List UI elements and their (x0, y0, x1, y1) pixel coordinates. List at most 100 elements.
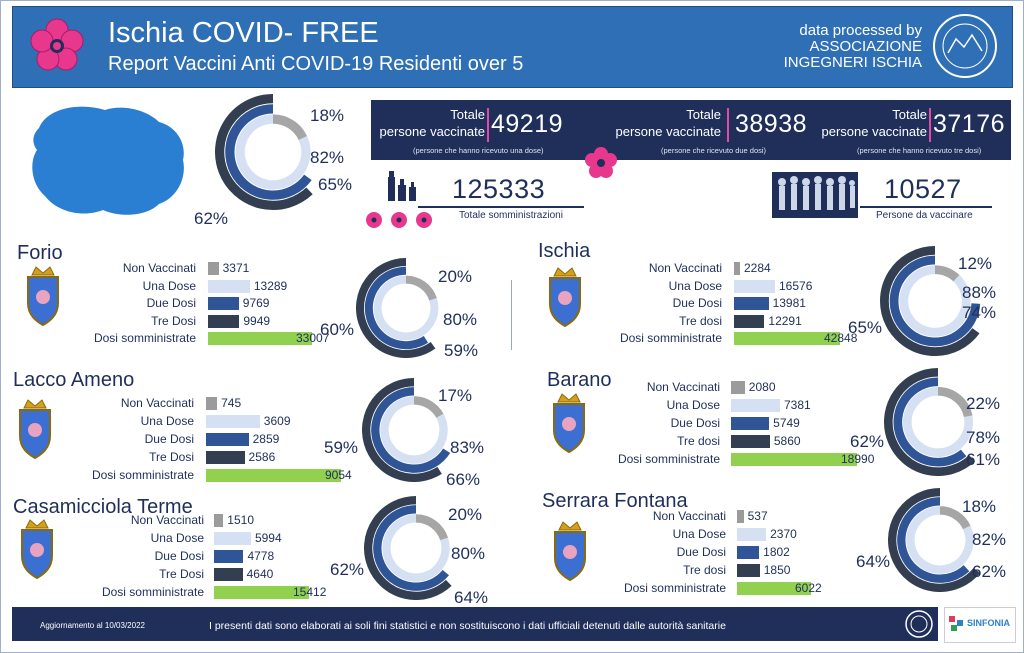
ring-not-vaccinated-arc (413, 396, 444, 419)
row-label-dosi: Dosi somministrate (91, 468, 194, 482)
row-label-tre: Tre Dosi (149, 450, 194, 464)
bar-una (206, 415, 260, 428)
coat-of-arms-icon (27, 266, 59, 327)
header-banner: Ischia COVID- FREE Report Vaccini Anti C… (12, 6, 1013, 88)
coat-of-arms-icon (21, 519, 53, 580)
sinfonia-logo: SINFONIA (944, 607, 1016, 643)
ring-three-arc (364, 496, 452, 600)
ring-pct-label: 12% (958, 254, 993, 273)
row-label-una: Una Dose (672, 527, 726, 541)
ring-pct-label: 80% (443, 310, 478, 329)
total-label-line2: persone vaccinate (615, 124, 721, 139)
ring-not-vaccinated-arc (937, 387, 973, 418)
bar-dosi (208, 332, 312, 345)
ring-three-arc (888, 488, 981, 592)
ring-pct-label: 80% (451, 544, 486, 563)
ring-three-arc (356, 258, 436, 358)
bar-non (214, 514, 224, 527)
bar-due (208, 297, 239, 310)
row-label-dosi: Dosi somministrate (623, 581, 726, 595)
bar-value-non: 3371 (222, 261, 250, 275)
ring-one-arc (903, 387, 973, 457)
row-label-una: Una Dose (150, 531, 204, 545)
bar-non (206, 397, 218, 410)
vaccine-vials-icon (388, 171, 416, 201)
row-label-tre: Tre dosi (677, 434, 720, 448)
ring-pct-label: 18% (962, 497, 997, 516)
ring-not-vaccinated-arc (415, 514, 449, 541)
bar-value-due: 13981 (772, 296, 806, 310)
island-pct-three: 62% (194, 209, 229, 228)
coverage-rings-barano (884, 368, 975, 476)
totals-panel: Totale persone vaccinate 49219 (persone c… (371, 100, 1011, 160)
row-label-non: Non Vaccinati (646, 380, 720, 394)
bar-tre (731, 435, 770, 448)
underline (860, 206, 992, 208)
row-label-due: Due Dosi (670, 416, 720, 430)
update-date: Aggiornamento al 10/03/2022 (40, 621, 145, 630)
bar-tre (214, 568, 243, 581)
total-label-line2: persone vaccinate (821, 124, 927, 139)
total-three-doses-label: Totale persone vaccinate (817, 106, 927, 140)
bar-una (731, 399, 780, 412)
bar-non (734, 262, 740, 275)
bar-value-tre: 12291 (768, 313, 802, 328)
bar-value-due: 1802 (763, 545, 790, 559)
coverage-rings-forio (356, 258, 439, 358)
ring-pct-label: 17% (438, 386, 473, 405)
bar-due (206, 433, 249, 446)
bar-value-non: 745 (221, 396, 242, 410)
underline (418, 206, 584, 208)
ring-two-arc (225, 104, 312, 200)
coat-of-arms-icon (19, 399, 51, 460)
row-label-non: Non Vaccinati (120, 396, 194, 410)
bar-value-dosi: 42848 (824, 331, 858, 345)
disclaimer-text: I presenti dati sono elaborati ai soli f… (209, 620, 726, 632)
bar-una (734, 279, 775, 293)
ring-pct-label: 60% (320, 320, 355, 339)
total-administrations-label: Totale somministrazioni (459, 210, 563, 221)
row-label-due: Due Dosi (144, 432, 194, 446)
total-label-line1: Totale (892, 107, 927, 122)
bar-dosi (734, 332, 840, 345)
total-three-doses-note: (persone che hanno ricevuto tre dosi) (857, 146, 982, 155)
ring-pct-label: 20% (448, 505, 483, 524)
total-two-doses-value: 38938 (735, 110, 808, 138)
ring-pct-label: 83% (450, 438, 485, 457)
ring-not-vaccinated-arc (405, 275, 437, 301)
row-label-due: Due Dosi (146, 296, 196, 310)
town-title-casamicciola-terme: Casamicciola Terme (13, 496, 193, 518)
total-label-line1: Totale (686, 107, 721, 122)
bar-value-tre: 4640 (246, 567, 274, 581)
row-label-tre: Tre Dosi (151, 313, 196, 328)
bar-value-tre: 1850 (763, 563, 791, 577)
ring-three-arc (362, 378, 442, 482)
bar-non (208, 262, 219, 275)
total-one-dose-label: Totale persone vaccinate (377, 106, 485, 140)
bar-value-una: 5994 (254, 531, 282, 545)
row-label-dosi: Dosi somministrate (93, 331, 196, 345)
town-title-forio: Forio (17, 242, 63, 264)
ring-pct-label: 62% (850, 432, 885, 451)
bar-una (214, 532, 251, 545)
ring-not-vaccinated-arc (272, 114, 308, 141)
row-label-due: Due Dosi (672, 296, 722, 310)
ring-pct-label: 59% (444, 341, 479, 360)
ring-one-arc (235, 114, 311, 190)
coat-of-arms-icon (549, 267, 581, 328)
bar-value-dosi: 9054 (325, 468, 352, 482)
row-label-tre: Tre dosi (679, 313, 722, 328)
coverage-rings-lacco-ameno (362, 378, 451, 482)
ring-pct-label: 59% (324, 438, 359, 457)
coverage-rings-ischia (880, 246, 981, 356)
row-label-tre: Tre Dosi (159, 567, 204, 581)
bar-value-non: 2080 (748, 380, 776, 394)
row-label-una: Una Dose (142, 278, 196, 293)
ring-three-arc (215, 94, 313, 210)
bar-due (734, 297, 769, 310)
bar-value-una: 13289 (253, 278, 288, 293)
to-vaccinate-value: 10527 (884, 174, 962, 204)
data-credit: data processed by ASSOCIAZIONE INGEGNERI… (784, 23, 922, 71)
flower-logo-icon (30, 18, 84, 71)
island-pct-one: 82% (310, 148, 345, 167)
